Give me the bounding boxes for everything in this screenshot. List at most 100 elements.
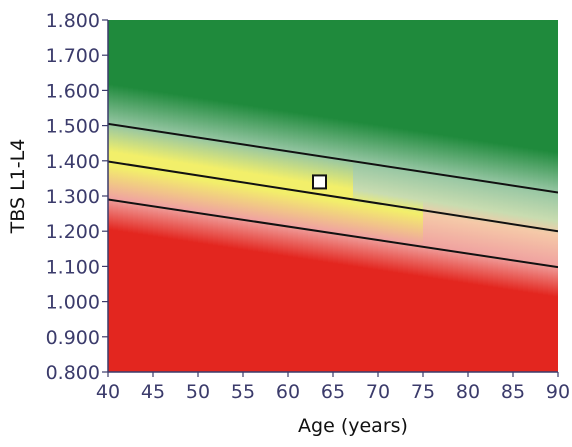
background-strip	[448, 20, 454, 372]
background-strip	[188, 20, 194, 372]
background-strip	[178, 20, 184, 372]
background-zones	[108, 20, 558, 372]
background-strip	[413, 20, 419, 372]
background-strip	[433, 20, 439, 372]
x-tick-label: 50	[186, 381, 210, 403]
y-axis-title: TBS L1-L4	[7, 139, 29, 235]
background-strip	[208, 20, 214, 372]
background-strip	[438, 20, 444, 372]
background-strip	[228, 20, 234, 372]
background-strip	[338, 20, 344, 372]
x-tick-labels: 40 45 50 55 60 65 70 75 80 85 90	[96, 381, 570, 403]
background-strip	[398, 20, 404, 372]
x-tick-label: 55	[231, 381, 255, 403]
background-strip	[153, 20, 159, 372]
background-strip	[418, 20, 424, 372]
background-strip	[288, 20, 294, 372]
y-tick-label: 1.200	[46, 221, 100, 243]
x-tick-label: 60	[276, 381, 300, 403]
background-strip	[513, 20, 519, 372]
patient-measurement-marker	[312, 174, 327, 190]
background-strip	[158, 20, 164, 372]
background-strip	[278, 20, 284, 372]
background-strip	[468, 20, 474, 372]
median-reference-line	[108, 160, 558, 233]
background-strip	[203, 20, 209, 372]
background-strip	[373, 20, 379, 372]
background-strip	[213, 20, 219, 372]
y-tick-label: 1.100	[46, 256, 100, 278]
background-strip	[493, 20, 499, 372]
background-strip	[123, 20, 129, 372]
background-strip	[388, 20, 394, 372]
background-strip	[458, 20, 464, 372]
x-tick-label: 70	[366, 381, 390, 403]
background-strip	[143, 20, 149, 372]
background-strip	[343, 20, 349, 372]
background-strip	[138, 20, 144, 372]
background-strip	[473, 20, 479, 372]
background-strip	[488, 20, 494, 372]
background-strip	[453, 20, 459, 372]
background-strip	[303, 20, 309, 372]
background-strip	[408, 20, 414, 372]
background-strip	[403, 20, 409, 372]
background-strip	[198, 20, 204, 372]
background-strip	[263, 20, 269, 372]
y-tick-label: 1.400	[46, 151, 100, 173]
background-strip	[293, 20, 299, 372]
background-strip	[258, 20, 264, 372]
axes	[102, 19, 559, 377]
background-strip	[108, 20, 114, 372]
background-strip	[248, 20, 254, 372]
background-strip	[348, 20, 354, 372]
background-strip	[393, 20, 399, 372]
background-strip	[308, 20, 314, 372]
background-strip	[223, 20, 229, 372]
background-strip	[168, 20, 174, 372]
x-axis-title: Age (years)	[298, 415, 408, 437]
data-points	[312, 174, 327, 190]
background-strip	[548, 20, 554, 372]
background-strip	[443, 20, 449, 372]
background-strip	[253, 20, 259, 372]
background-strip	[553, 20, 558, 372]
background-strip	[423, 20, 429, 372]
background-strip	[318, 20, 324, 372]
y-tick-label: 1.800	[46, 10, 100, 32]
lower-reference-line	[108, 198, 558, 269]
background-strip	[183, 20, 189, 372]
background-strip	[508, 20, 514, 372]
background-strip	[358, 20, 364, 372]
background-strip	[273, 20, 279, 372]
x-tick-label: 75	[411, 381, 435, 403]
background-strip	[218, 20, 224, 372]
background-strip	[118, 20, 124, 372]
background-strip	[383, 20, 389, 372]
background-strip	[268, 20, 274, 372]
background-strip	[533, 20, 539, 372]
background-strip	[283, 20, 289, 372]
background-strip	[483, 20, 489, 372]
y-tick-labels: 0.800 0.900 1.000 1.100 1.200 1.300 1.400 1.500…	[46, 10, 100, 384]
background-strip	[173, 20, 179, 372]
background-strip	[193, 20, 199, 372]
y-tick-label: 1.500	[46, 116, 100, 138]
background-strip	[233, 20, 239, 372]
background-strip	[363, 20, 369, 372]
x-tick-label: 40	[96, 381, 120, 403]
y-tick-label: 1.300	[46, 186, 100, 208]
x-tick-label: 80	[456, 381, 480, 403]
background-strip	[463, 20, 469, 372]
background-strip	[298, 20, 304, 372]
background-strip	[128, 20, 134, 372]
background-strip	[518, 20, 524, 372]
x-tick-label: 65	[321, 381, 345, 403]
background-strip	[133, 20, 139, 372]
y-tick-label: 1.600	[46, 80, 100, 102]
background-strip	[148, 20, 154, 372]
background-strip	[543, 20, 549, 372]
y-tick-label: 1.000	[46, 292, 100, 314]
